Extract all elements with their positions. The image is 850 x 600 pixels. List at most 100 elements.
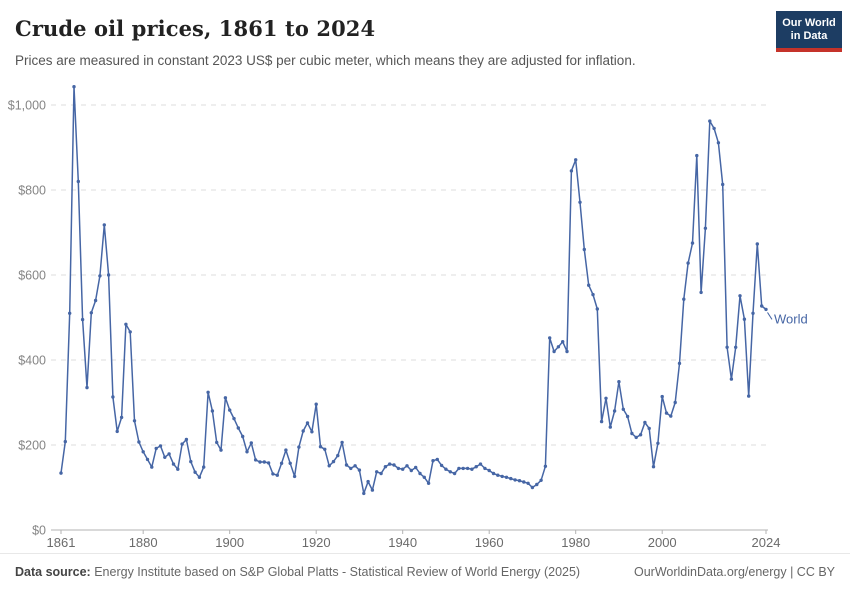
- data-point[interactable]: [751, 311, 755, 315]
- data-point[interactable]: [314, 402, 318, 406]
- data-point[interactable]: [275, 473, 279, 477]
- data-point[interactable]: [418, 471, 422, 476]
- data-point[interactable]: [703, 226, 708, 230]
- data-point[interactable]: [253, 458, 258, 462]
- data-point[interactable]: [262, 460, 266, 464]
- data-point[interactable]: [682, 297, 686, 301]
- data-point[interactable]: [500, 474, 504, 479]
- data-point[interactable]: [548, 336, 552, 340]
- data-point[interactable]: [461, 466, 465, 471]
- data-point[interactable]: [608, 425, 612, 429]
- data-point[interactable]: [530, 485, 535, 490]
- data-point[interactable]: [712, 126, 716, 131]
- data-point[interactable]: [656, 441, 660, 445]
- series-end-label[interactable]: World: [774, 311, 808, 326]
- owid-logo[interactable]: Our World in Data: [776, 11, 842, 52]
- data-point[interactable]: [414, 465, 418, 470]
- data-point[interactable]: [163, 455, 167, 459]
- data-point[interactable]: [422, 475, 426, 479]
- data-point[interactable]: [587, 283, 591, 287]
- data-point[interactable]: [487, 468, 491, 473]
- data-point[interactable]: [396, 466, 401, 471]
- data-point[interactable]: [154, 446, 158, 451]
- data-point[interactable]: [401, 467, 405, 471]
- data-point[interactable]: [68, 311, 72, 315]
- data-point[interactable]: [625, 414, 630, 419]
- data-point[interactable]: [695, 153, 699, 158]
- data-point[interactable]: [660, 394, 664, 399]
- data-point[interactable]: [483, 466, 487, 471]
- data-point[interactable]: [755, 242, 759, 246]
- data-point[interactable]: [215, 440, 219, 445]
- data-point[interactable]: [431, 459, 435, 463]
- data-point[interactable]: [271, 472, 275, 476]
- data-point[interactable]: [677, 361, 682, 366]
- data-point[interactable]: [305, 421, 310, 425]
- world-series-points[interactable]: [59, 85, 768, 496]
- data-point[interactable]: [574, 158, 578, 162]
- data-point[interactable]: [465, 466, 470, 471]
- data-point[interactable]: [708, 119, 712, 123]
- data-point[interactable]: [673, 400, 677, 405]
- data-point[interactable]: [184, 437, 189, 442]
- data-point[interactable]: [651, 465, 656, 469]
- data-point[interactable]: [478, 462, 483, 466]
- data-point[interactable]: [357, 468, 362, 472]
- data-point[interactable]: [504, 475, 509, 479]
- data-point[interactable]: [760, 304, 764, 308]
- data-point[interactable]: [193, 470, 197, 474]
- data-point[interactable]: [297, 445, 301, 449]
- data-point[interactable]: [128, 330, 132, 334]
- data-point[interactable]: [349, 466, 353, 471]
- data-point[interactable]: [742, 317, 747, 321]
- data-point[interactable]: [93, 298, 98, 303]
- data-point[interactable]: [383, 465, 388, 469]
- data-point[interactable]: [747, 394, 751, 398]
- data-point[interactable]: [245, 450, 249, 454]
- data-point[interactable]: [556, 345, 561, 349]
- data-point[interactable]: [228, 408, 232, 412]
- data-point[interactable]: [647, 426, 651, 431]
- data-point[interactable]: [85, 385, 89, 390]
- data-point[interactable]: [435, 457, 439, 462]
- data-point[interactable]: [690, 241, 695, 245]
- data-point[interactable]: [111, 395, 115, 399]
- data-point[interactable]: [552, 349, 556, 354]
- data-point[interactable]: [366, 479, 370, 484]
- data-point[interactable]: [448, 470, 452, 474]
- data-point[interactable]: [621, 407, 625, 411]
- data-point[interactable]: [569, 169, 574, 173]
- data-point[interactable]: [206, 390, 210, 394]
- data-point[interactable]: [279, 461, 284, 465]
- data-point[interactable]: [630, 431, 634, 436]
- data-point[interactable]: [132, 419, 137, 423]
- data-point[interactable]: [249, 441, 253, 445]
- data-point[interactable]: [405, 464, 409, 468]
- data-point[interactable]: [439, 463, 444, 468]
- data-point[interactable]: [210, 409, 215, 413]
- data-point[interactable]: [124, 322, 128, 326]
- data-point[interactable]: [63, 439, 67, 444]
- data-point[interactable]: [353, 464, 357, 468]
- data-point[interactable]: [150, 465, 154, 469]
- data-point[interactable]: [236, 426, 240, 430]
- data-point[interactable]: [76, 179, 81, 184]
- data-point[interactable]: [89, 311, 94, 315]
- data-point[interactable]: [539, 478, 543, 482]
- data-point[interactable]: [301, 429, 305, 433]
- data-point[interactable]: [595, 307, 599, 311]
- data-point[interactable]: [664, 411, 669, 415]
- data-point[interactable]: [331, 459, 336, 464]
- data-point[interactable]: [643, 420, 647, 425]
- data-point[interactable]: [80, 317, 85, 322]
- data-point[interactable]: [561, 340, 565, 344]
- data-point[interactable]: [98, 274, 102, 278]
- data-point[interactable]: [669, 414, 673, 418]
- data-point[interactable]: [617, 380, 621, 384]
- data-point[interactable]: [392, 463, 396, 467]
- data-point[interactable]: [716, 141, 721, 145]
- data-point[interactable]: [158, 444, 163, 448]
- data-point[interactable]: [102, 223, 107, 227]
- data-point[interactable]: [145, 457, 150, 462]
- data-point[interactable]: [167, 452, 171, 456]
